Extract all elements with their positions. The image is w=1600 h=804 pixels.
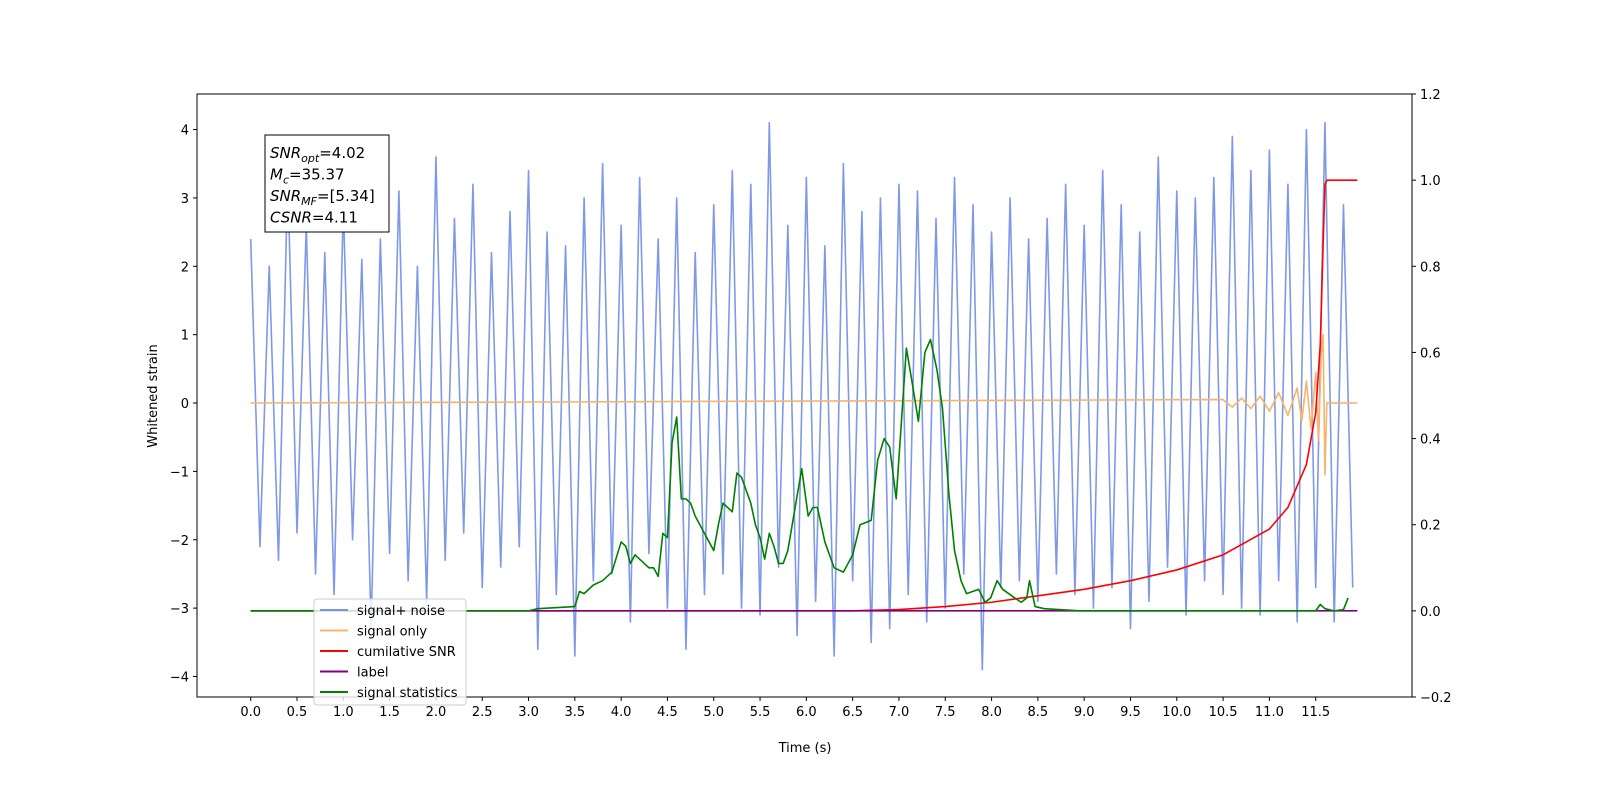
annotation-frame <box>264 134 390 233</box>
x-tick-label: 5.0 <box>703 705 724 720</box>
x-tick-label: 4.5 <box>657 705 678 720</box>
x-tick-label: 9.5 <box>1120 705 1141 720</box>
annotation-value: =4.02 <box>319 144 365 162</box>
legend-frame <box>313 598 467 706</box>
annotation-value: =[5.34] <box>317 187 375 205</box>
y2-tick-label: 1.2 <box>1420 88 1441 103</box>
x-tick-label: 0.0 <box>240 705 261 720</box>
x-tick-label: 10.5 <box>1209 705 1238 720</box>
x-tick-label: 11.0 <box>1255 705 1284 720</box>
x-tick-label: 8.5 <box>1028 705 1049 720</box>
x-tick-label: 0.5 <box>287 705 308 720</box>
annotation-line: SNRopt=4.02 <box>270 144 365 165</box>
y-tick-label: 4 <box>181 124 189 139</box>
x-tick-label: 7.0 <box>889 705 910 720</box>
x-tick-label: 8.0 <box>981 705 1002 720</box>
x-tick-label: 2.5 <box>472 705 493 720</box>
annotation-subscript: MF <box>301 195 317 208</box>
y-tick-label: 2 <box>181 260 189 275</box>
x-tick-label: 4.0 <box>611 705 632 720</box>
annotation-value: =35.37 <box>289 166 345 184</box>
x-tick-label: 6.0 <box>796 705 817 720</box>
y2-tick-label: 0.6 <box>1420 346 1441 361</box>
series-line <box>250 179 1358 612</box>
series-line <box>249 121 1354 671</box>
y-tick-label: 1 <box>181 329 189 344</box>
y2-tick-label: 0.0 <box>1420 605 1441 620</box>
x-tick-label: 9.0 <box>1074 705 1095 720</box>
annotation-value: =4.11 <box>312 209 358 227</box>
legend-label: cumilative SNR <box>357 645 456 660</box>
series-line <box>250 338 1349 612</box>
x-tick-label: 10.0 <box>1162 705 1191 720</box>
y-tick-label: −3 <box>170 602 189 617</box>
x-tick-label: 2.0 <box>426 705 447 720</box>
y2-tick-label: 0.2 <box>1420 519 1441 534</box>
annotation-subscript: c <box>283 174 289 187</box>
y2-tick-label: 1.0 <box>1420 174 1441 189</box>
series-line <box>250 333 1358 476</box>
annotation-symbol: CSNR <box>270 209 312 227</box>
x-tick-label: 3.5 <box>564 705 585 720</box>
y2-tick-label: 0.8 <box>1420 260 1441 275</box>
x-axis-label: Time (s) <box>778 741 832 756</box>
annotation-subscript: opt <box>301 152 320 165</box>
x-tick-label: 1.0 <box>333 705 354 720</box>
annotation-line: Mc=35.37 <box>270 166 345 187</box>
y-tick-label: −4 <box>170 670 189 685</box>
x-tick-label: 11.5 <box>1301 705 1330 720</box>
plot-frame <box>196 93 1413 698</box>
annotation-symbol: SNR <box>270 144 301 162</box>
annotation-line: SNRMF=[5.34] <box>270 187 375 208</box>
y2-tick-label: 0.4 <box>1420 433 1441 448</box>
legend-label: label <box>357 666 388 681</box>
x-tick-label: 7.5 <box>935 705 956 720</box>
legend: signal+ noise signal only cumilative SNR la… <box>313 598 467 706</box>
annotation-symbol: SNR <box>270 187 301 205</box>
y-axis-label: Whitened strain <box>146 344 161 447</box>
legend-label: signal statistics <box>357 686 458 701</box>
x-tick-label: 6.5 <box>842 705 863 720</box>
annotation-line: CSNR=4.11 <box>270 209 358 227</box>
y-tick-label: −2 <box>170 534 189 549</box>
y-tick-label: 0 <box>181 397 189 412</box>
x-tick-label: 1.5 <box>379 705 400 720</box>
x-tick-label: 5.5 <box>750 705 771 720</box>
y-tick-label: −1 <box>170 465 189 480</box>
y-tick-label: 3 <box>181 192 189 207</box>
y2-tick-label: −0.2 <box>1420 691 1452 706</box>
legend-label: signal+ noise <box>357 604 445 619</box>
annotation-symbol: M <box>270 166 283 184</box>
x-tick-label: 3.0 <box>518 705 539 720</box>
legend-label: signal only <box>357 625 427 640</box>
